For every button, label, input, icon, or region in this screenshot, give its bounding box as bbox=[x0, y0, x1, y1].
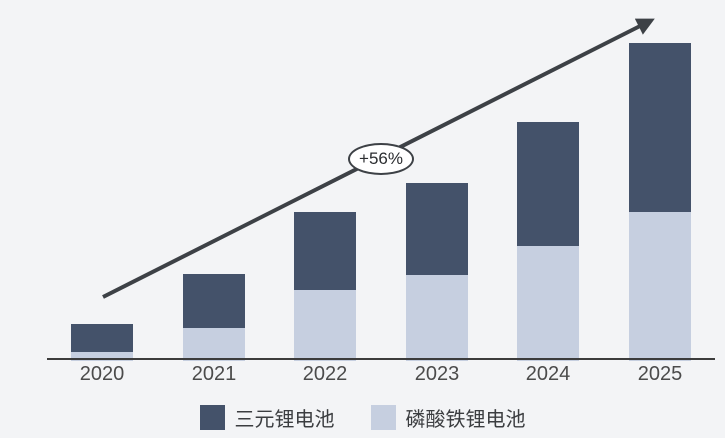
bar-segment-2021-ternary-lithium bbox=[183, 274, 245, 328]
growth-annotation: +56% bbox=[348, 143, 414, 175]
bar-segment-2024-lfp bbox=[517, 246, 579, 361]
legend-swatch-lfp bbox=[370, 404, 396, 430]
x-tick-2025: 2025 bbox=[637, 363, 683, 385]
legend: 三元锂电池 磷酸铁锂电池 bbox=[0, 402, 725, 432]
bar-segment-2021-lfp bbox=[183, 328, 245, 361]
bar-group-2021 bbox=[183, 274, 245, 361]
bar-group-2022 bbox=[294, 212, 356, 361]
x-tick-2021: 2021 bbox=[191, 363, 237, 385]
x-axis-line bbox=[47, 358, 715, 360]
bar-segment-2022-ternary-lithium bbox=[294, 212, 356, 290]
x-tick-2022: 2022 bbox=[302, 363, 348, 385]
legend-label-ternary-lithium: 三元锂电池 bbox=[234, 408, 335, 431]
x-tick-2020: 2020 bbox=[79, 363, 125, 385]
bar-segment-2025-lfp bbox=[629, 212, 691, 361]
legend-label-lfp: 磷酸铁锂电池 bbox=[405, 408, 526, 431]
bar-segment-2022-lfp bbox=[294, 290, 356, 361]
legend-item-ternary-lithium: 三元锂电池 bbox=[199, 403, 335, 432]
bar-segment-2023-lfp bbox=[406, 275, 468, 361]
x-tick-2023: 2023 bbox=[414, 363, 460, 385]
growth-annotation-label: +56% bbox=[359, 149, 403, 168]
bar-segment-2024-ternary-lithium bbox=[517, 122, 579, 246]
legend-swatch-ternary-lithium bbox=[199, 404, 225, 430]
x-tick-2024: 2024 bbox=[525, 363, 571, 385]
bar-group-2024 bbox=[517, 122, 579, 361]
bar-segment-2023-ternary-lithium bbox=[406, 183, 468, 275]
bar-group-2020 bbox=[71, 324, 133, 361]
legend-item-lfp: 磷酸铁锂电池 bbox=[370, 403, 526, 432]
bar-segment-2020-ternary-lithium bbox=[71, 324, 133, 352]
bar-segment-2025-ternary-lithium bbox=[629, 43, 691, 212]
bar-segment-2020-lfp bbox=[71, 352, 133, 361]
bar-group-2023 bbox=[406, 183, 468, 361]
bar-group-2025 bbox=[629, 43, 691, 361]
